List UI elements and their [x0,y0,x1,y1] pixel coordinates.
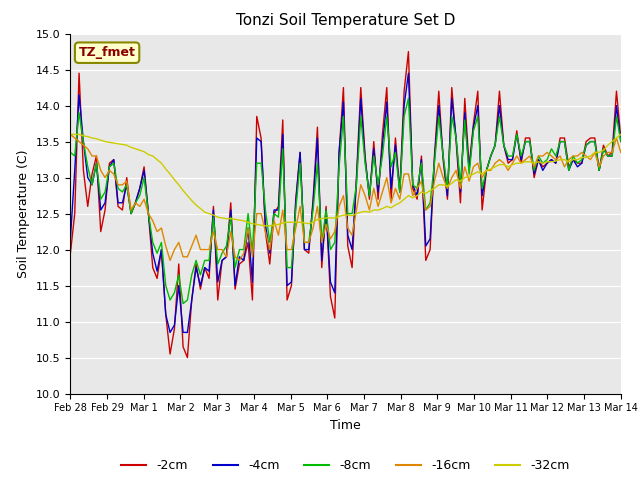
Title: Tonzi Soil Temperature Set D: Tonzi Soil Temperature Set D [236,13,455,28]
Legend: -2cm, -4cm, -8cm, -16cm, -32cm: -2cm, -4cm, -8cm, -16cm, -32cm [116,455,575,477]
Y-axis label: Soil Temperature (C): Soil Temperature (C) [17,149,30,278]
X-axis label: Time: Time [330,419,361,432]
Text: TZ_fmet: TZ_fmet [79,46,136,59]
